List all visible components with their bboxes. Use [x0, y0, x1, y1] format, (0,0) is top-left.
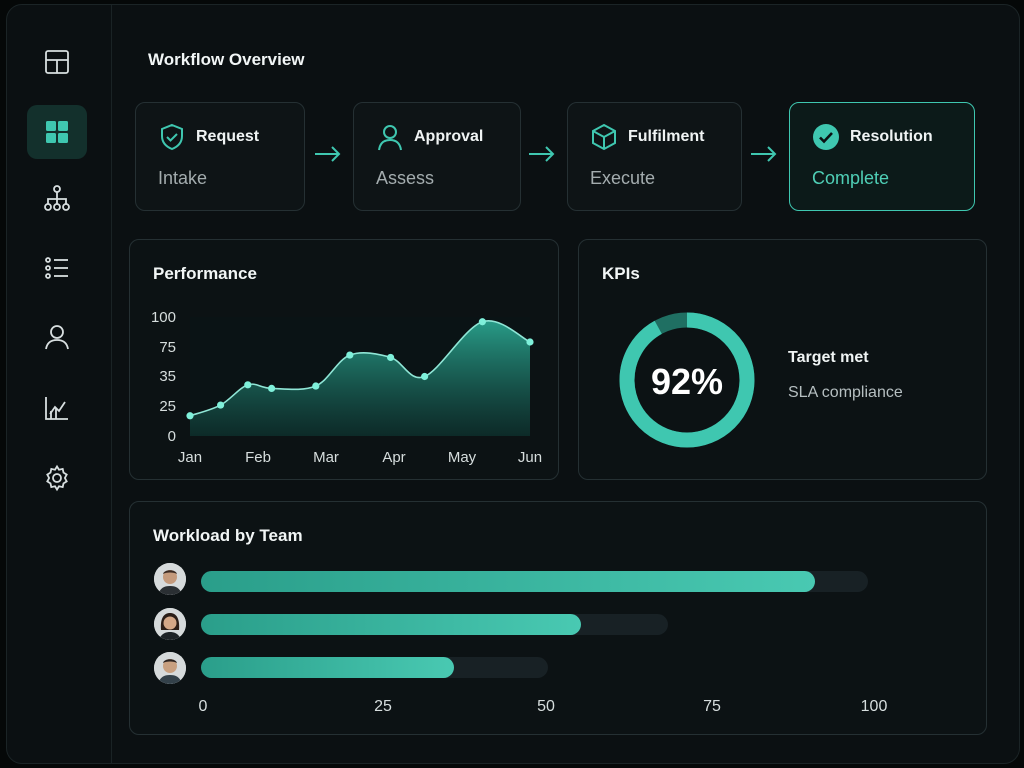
nav-user[interactable]: [27, 310, 87, 364]
box-icon: [592, 123, 616, 151]
data-point[interactable]: [268, 384, 276, 392]
y-tick-label: 75: [159, 339, 176, 356]
dashboard-grid-icon: [46, 121, 68, 143]
kpi-donut: [619, 312, 755, 448]
step-status: Execute: [590, 168, 656, 188]
data-point[interactable]: [478, 318, 486, 326]
user-icon: [378, 125, 402, 151]
y-tick-label: 35: [159, 368, 176, 385]
x-tick-label: 75: [703, 698, 721, 715]
kpi-target-label: Target met: [788, 349, 869, 366]
workflow-step-fulfilment[interactable]: Fulfilment Execute: [567, 102, 742, 211]
sidebar: [7, 5, 112, 763]
arrow-right-icon: [315, 146, 341, 162]
settings-gear-icon: [46, 464, 68, 492]
data-point[interactable]: [387, 353, 395, 362]
y-tick-label: 25: [159, 398, 176, 415]
check-circle-icon: [813, 124, 839, 150]
x-tick-label: 25: [374, 698, 392, 715]
x-tick-label: 0: [198, 698, 208, 715]
workload-panel: Workload by Team 0 25 50 75 100: [129, 501, 987, 735]
step-status: Complete: [812, 168, 890, 188]
step-status: Intake: [158, 168, 208, 188]
team-avatar: [154, 563, 186, 595]
man-avatar: [154, 652, 186, 684]
woman-avatar: [154, 608, 186, 640]
bar-fill: [201, 657, 455, 678]
kpi-target-sub: SLA compliance: [788, 384, 903, 401]
kpi-panel: KPIs 92% Target met SLA compliance: [578, 239, 987, 480]
bar-fill: [201, 571, 815, 592]
analytics-icon: [45, 397, 68, 420]
bar-fill: [201, 614, 582, 635]
nav-layout[interactable]: [27, 35, 87, 89]
data-point[interactable]: [217, 401, 225, 409]
performance-panel: Performance 100 75 35 25 0 Jan Feb Mar Apr May Jun: [129, 239, 559, 480]
list-icon: [45, 257, 68, 279]
app-window: Workflow Overview Request Intake Approva…: [6, 4, 1020, 764]
series-line: [189, 320, 531, 417]
x-tick-label: 50: [537, 698, 555, 715]
bar-track: [201, 657, 548, 678]
area-fill: [190, 320, 530, 436]
x-tick-label: Apr: [382, 449, 405, 466]
arrow-right-icon: [529, 146, 555, 162]
panel-title: KPIs: [602, 264, 640, 283]
x-tick-label: Mar: [313, 449, 339, 466]
step-name: Request: [196, 128, 260, 145]
data-point[interactable]: [312, 382, 320, 390]
x-tick-label: 100: [860, 698, 888, 715]
data-point[interactable]: [186, 412, 194, 420]
data-point[interactable]: [421, 372, 429, 381]
team-avatar: [154, 608, 186, 640]
shield-check-icon: [161, 123, 183, 151]
team-avatar: [154, 652, 186, 684]
nav-analytics[interactable]: [27, 381, 87, 435]
x-tick-label: Feb: [245, 449, 271, 466]
step-status: Assess: [376, 168, 435, 188]
step-name: Resolution: [850, 128, 933, 145]
page-title: Workflow Overview: [148, 50, 305, 69]
x-tick-label: May: [448, 449, 477, 466]
step-name: Fulfilment: [628, 128, 705, 145]
workflow-step-request[interactable]: Request Intake: [135, 102, 305, 211]
layout-icon: [45, 50, 69, 74]
bar-track: [201, 571, 868, 592]
user-icon: [45, 325, 69, 350]
workflow-step-resolution[interactable]: Resolution Complete: [789, 102, 975, 211]
bar-track: [201, 614, 668, 635]
kpi-percent: 92%: [650, 361, 724, 402]
nav-dashboard[interactable]: [27, 105, 87, 159]
nav-hierarchy[interactable]: [27, 171, 87, 225]
nav-settings[interactable]: [27, 451, 87, 505]
workflow-step-approval[interactable]: Approval Assess: [353, 102, 521, 211]
panel-title: Workload by Team: [153, 526, 303, 545]
data-point[interactable]: [244, 381, 252, 389]
panel-title: Performance: [153, 264, 257, 283]
data-point[interactable]: [526, 338, 534, 346]
man-avatar: [154, 563, 186, 595]
data-point[interactable]: [346, 351, 354, 359]
nav-list[interactable]: [27, 241, 87, 295]
step-name: Approval: [414, 128, 484, 145]
x-tick-label: Jan: [178, 449, 202, 466]
y-tick-label: 100: [151, 309, 176, 326]
org-chart-icon: [44, 185, 70, 211]
y-tick-label: 0: [168, 428, 176, 445]
x-tick-label: Jun: [518, 449, 542, 466]
kpi-progress-arc: [619, 312, 755, 448]
arrow-right-icon: [751, 146, 777, 162]
